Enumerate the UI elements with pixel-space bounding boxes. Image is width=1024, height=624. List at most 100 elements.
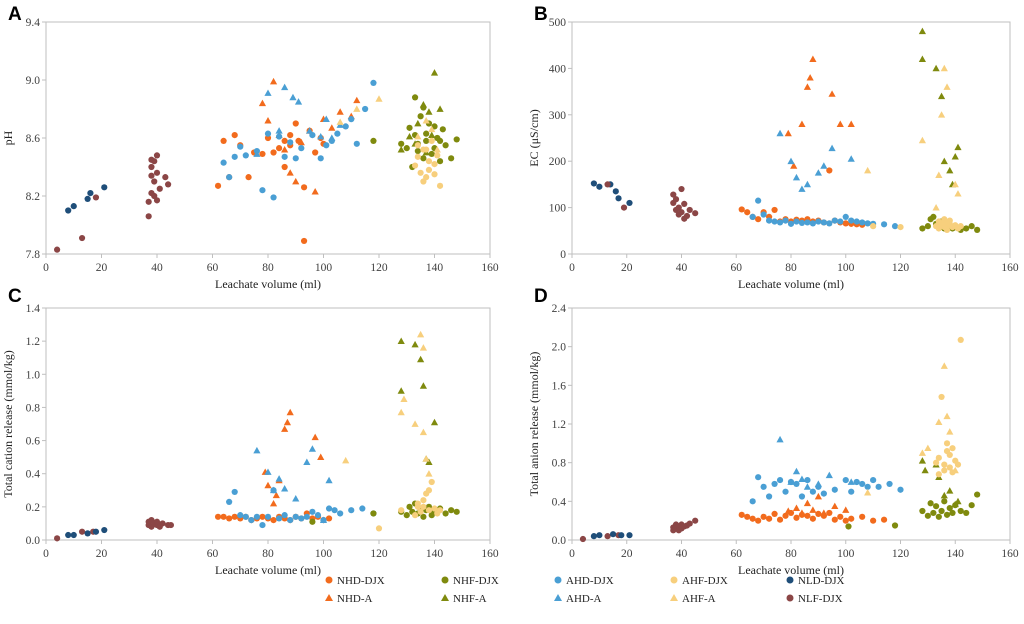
data-point-circle <box>809 515 817 522</box>
data-point-circle <box>935 454 942 461</box>
data-point-triangle <box>842 506 850 513</box>
data-point-triangle <box>281 146 289 153</box>
data-point-triangle <box>419 101 427 108</box>
data-point-triangle <box>784 129 792 137</box>
data-point-circle <box>749 498 756 505</box>
data-point-circle <box>148 163 155 171</box>
data-point-triangle <box>776 129 784 137</box>
data-point-circle <box>678 209 685 216</box>
data-point-circle <box>151 178 158 185</box>
data-point-circle <box>880 516 888 523</box>
data-point-circle <box>281 163 288 171</box>
data-point-triangle <box>253 150 261 157</box>
data-point-circle <box>220 137 227 144</box>
data-point-circle <box>760 211 767 218</box>
data-point-circle <box>837 513 844 520</box>
data-point-circle <box>837 218 844 225</box>
data-point-triangle <box>342 456 350 464</box>
data-point-circle <box>954 461 962 468</box>
data-point-circle <box>620 204 628 211</box>
data-point-triangle <box>294 98 303 105</box>
data-point-circle <box>298 515 305 522</box>
data-point-triangle <box>820 509 828 516</box>
data-point-circle <box>276 515 283 522</box>
data-point-circle <box>943 440 951 447</box>
data-point-triangle <box>319 516 328 523</box>
data-point-circle <box>826 220 833 227</box>
data-point-triangle <box>798 509 806 516</box>
legend-marker-triangle <box>554 594 562 601</box>
y-tick-label: 0.6 <box>26 436 41 448</box>
legend-item-nhf-a: NHF-A <box>441 593 487 605</box>
data-point-circle <box>448 507 455 514</box>
x-tick-label: 20 <box>96 262 108 274</box>
data-point-circle <box>270 149 277 156</box>
data-point-triangle <box>820 162 828 169</box>
x-tick-label: 20 <box>96 548 108 560</box>
data-point-circle <box>264 130 272 137</box>
data-point-circle <box>167 521 174 529</box>
data-point-circle <box>941 467 948 474</box>
data-point-circle <box>237 143 244 150</box>
data-point-circle <box>423 174 430 181</box>
data-point-triangle <box>336 108 344 115</box>
data-point-triangle <box>924 444 932 452</box>
data-point-triangle <box>864 166 872 174</box>
data-point-circle <box>436 137 444 144</box>
data-point-circle <box>220 159 227 166</box>
data-point-triangle <box>281 83 289 91</box>
data-point-circle <box>242 152 249 159</box>
data-point-circle <box>963 509 970 517</box>
series-ahd-djx <box>226 487 377 529</box>
data-point-triangle <box>430 418 439 426</box>
x-tick-label: 140 <box>947 262 965 274</box>
data-point-circle <box>853 478 860 486</box>
plot-frame <box>571 307 1011 541</box>
legend-item-ahf-a: AHF-A <box>670 593 716 605</box>
y-tick-label: 500 <box>549 17 567 29</box>
chart-panel-b: B 0 20 40 60 80 100 120 140 160 0 100 200 300 400 500 Le… <box>527 4 1019 291</box>
data-point-circle <box>670 191 677 198</box>
data-point-circle <box>54 246 61 253</box>
data-point-circle <box>436 158 444 165</box>
data-point-circle <box>870 476 877 484</box>
data-point-triangle <box>809 55 817 62</box>
data-point-circle <box>425 166 433 173</box>
data-point-triangle <box>803 180 812 188</box>
data-point-circle <box>596 532 603 539</box>
data-point-circle <box>782 217 789 224</box>
series-nhf-djx <box>845 491 981 530</box>
x-axis-title: Leachate volume (ml) <box>738 277 844 291</box>
data-point-triangle <box>292 494 300 502</box>
legend-marker-circle <box>554 576 562 584</box>
data-point-circle <box>70 203 77 210</box>
data-point-circle <box>259 521 266 529</box>
data-point-circle <box>820 490 827 497</box>
data-point-triangle <box>400 395 408 403</box>
data-point-circle <box>943 511 951 518</box>
data-point-circle <box>214 182 222 189</box>
data-point-triangle <box>798 475 806 482</box>
legend-item-ahd-djx: AHD-DJX <box>554 575 614 587</box>
data-point-circle <box>845 523 852 530</box>
data-point-circle <box>974 491 981 498</box>
legend-item-nhf-djx: NHF-DJX <box>441 575 499 587</box>
data-point-circle <box>771 480 778 488</box>
x-tick-label: 40 <box>676 262 688 274</box>
chart-panel-c: C 0 20 40 60 80 100 120 140 160 0.0 0.2 0.4 0.6 0.8 1.0… <box>1 286 499 577</box>
data-point-circle <box>771 510 778 517</box>
data-point-circle <box>590 533 598 540</box>
data-point-triangle <box>303 458 311 465</box>
data-point-circle <box>831 486 838 493</box>
data-point-triangle <box>275 127 283 134</box>
data-point-circle <box>935 471 942 478</box>
data-point-circle <box>270 194 277 201</box>
data-point-triangle <box>828 144 836 152</box>
y-axis-title: EC (μS/cm) <box>527 109 541 166</box>
data-point-circle <box>159 520 166 527</box>
data-point-circle <box>946 451 953 459</box>
data-point-circle <box>776 516 784 523</box>
data-point-triangle <box>397 408 405 416</box>
data-point-circle <box>226 515 233 522</box>
series-nld-djx <box>65 526 108 539</box>
